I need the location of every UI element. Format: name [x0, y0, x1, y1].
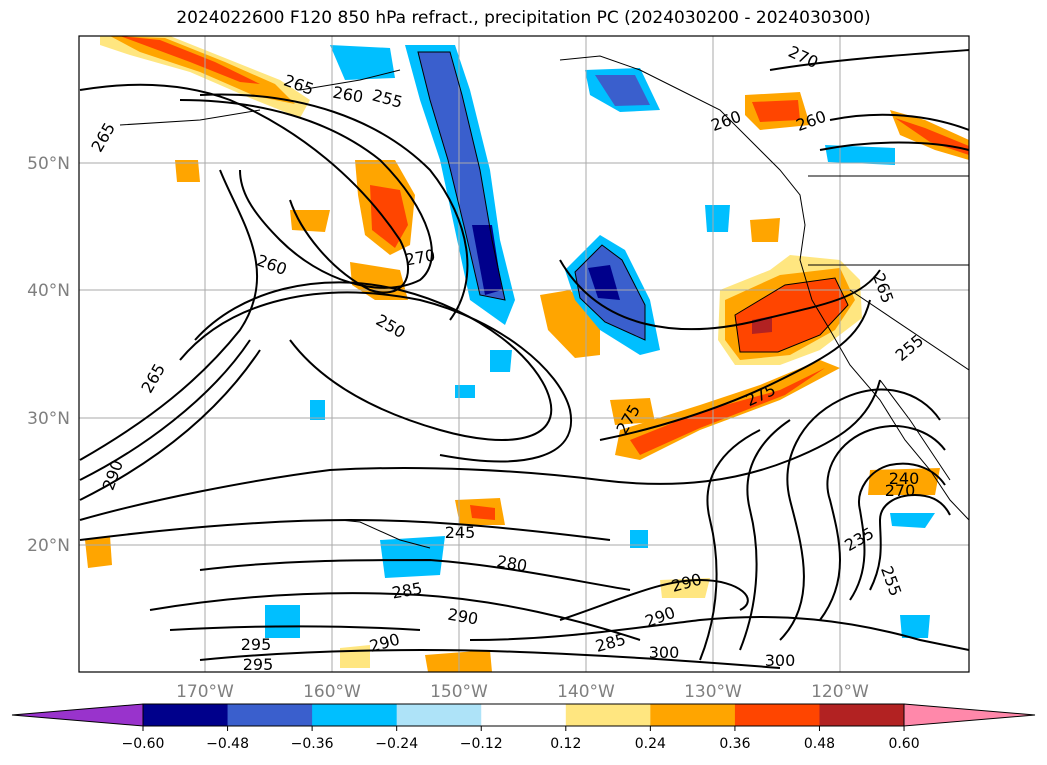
colorbar-bins: [143, 704, 905, 726]
colorbar-tick-label: 0.12: [550, 736, 581, 752]
lat-label-30n: 30°N: [27, 409, 70, 429]
colorbar-bin: [143, 704, 229, 726]
chart-title: 2024022600 F120 850 hPa refract., precip…: [176, 8, 871, 28]
colorbar-tick-label: −0.24: [375, 736, 418, 752]
colorbar-bin: [650, 704, 736, 726]
contour-label: 295: [243, 655, 274, 674]
lon-label-170w: 170°W: [176, 682, 234, 702]
contour-label: 300: [649, 643, 680, 662]
colorbar-bin: [396, 704, 482, 726]
colorbar-tick-label: 0.36: [719, 736, 750, 752]
contour-label: 295: [241, 635, 272, 654]
colorbar-bin: [565, 704, 651, 726]
lon-label-140w: 140°W: [557, 682, 615, 702]
colorbar-tick-label: −0.12: [460, 736, 503, 752]
lon-label-150w: 150°W: [430, 682, 488, 702]
colorbar-tick-label: 0.60: [888, 736, 919, 752]
colorbar-tick-label: 0.48: [804, 736, 835, 752]
colorbar-tick-label: 0.24: [635, 736, 666, 752]
colorbar-under-arrow: [11, 703, 144, 727]
map-border: [78, 35, 970, 673]
colorbar-ticks: −0.60 −0.48 −0.36 −0.24 −0.12 0.12 0.24 0.36 0.4…: [122, 726, 920, 752]
precip-negative-regions: [265, 45, 935, 638]
colorbar-bin: [312, 704, 398, 726]
lat-label-40n: 40°N: [27, 281, 70, 301]
contour-label: 240: [889, 469, 920, 488]
colorbar-bin: [227, 704, 313, 726]
map-frame-bg: [79, 36, 969, 672]
colorbar-bin: [819, 704, 905, 726]
colorbar-bin: [481, 704, 567, 726]
graticule: [79, 36, 969, 672]
colorbar: −0.60 −0.48 −0.36 −0.24 −0.12 0.12 0.24 0.36 0.4…: [11, 703, 1036, 752]
refractivity-contours: [79, 49, 969, 669]
colorbar-tick-label: −0.36: [291, 736, 334, 752]
lon-label-120w: 120°W: [811, 682, 869, 702]
lon-label-160w: 160°W: [303, 682, 361, 702]
shading-outlines: [417, 51, 849, 353]
contour-label: 270: [885, 481, 916, 500]
colorbar-frame: [142, 703, 905, 727]
colorbar-tick-label: −0.48: [206, 736, 249, 752]
lat-label-50n: 50°N: [27, 154, 70, 174]
colorbar-over-arrow: [903, 703, 1036, 727]
colorbar-tick-label: −0.60: [122, 736, 165, 752]
contour-label: 300: [765, 651, 796, 670]
lat-label-20n: 20°N: [27, 536, 70, 556]
contour-labels: 265 260 2552652702602652702602502652602902…: [87, 42, 927, 674]
contour-label: 245: [445, 523, 476, 542]
colorbar-bin: [734, 704, 820, 726]
lon-label-130w: 130°W: [684, 682, 742, 702]
